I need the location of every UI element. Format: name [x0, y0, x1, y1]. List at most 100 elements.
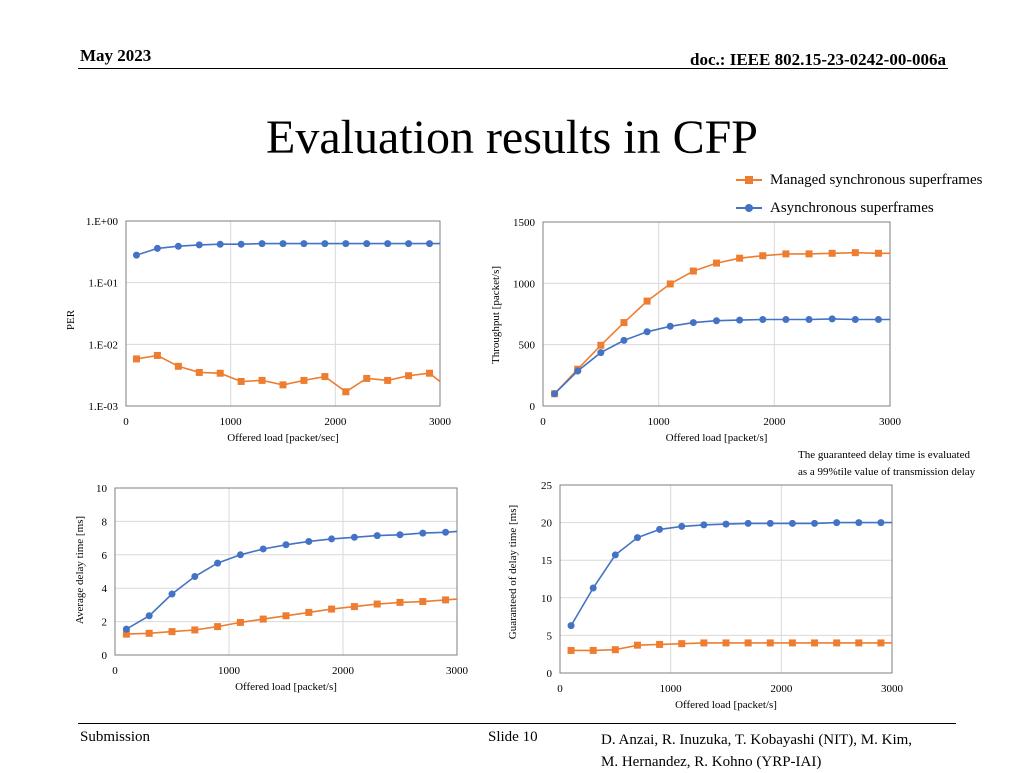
data-point-async [174, 242, 182, 250]
series-line-async [570, 521, 892, 627]
legend-item-async: Asynchronous superframes [736, 194, 982, 222]
y-tick-label: 15 [541, 555, 553, 567]
data-point-async [300, 240, 308, 248]
data-point-managed [321, 373, 329, 381]
data-point-async [851, 316, 859, 324]
series-line-managed [136, 354, 440, 393]
series-line-managed [571, 642, 892, 652]
data-point-managed [782, 250, 790, 258]
data-point-async [597, 349, 605, 357]
data-point-async [405, 240, 413, 248]
x-tick-label: 3000 [429, 416, 452, 428]
legend-label-managed: Managed synchronous superframes [770, 171, 983, 188]
data-point-managed [666, 280, 674, 288]
data-point-async [855, 519, 863, 527]
data-point-managed [805, 250, 813, 258]
data-point-async [442, 528, 450, 536]
data-point-async [426, 240, 434, 248]
delay-note-line2: as a 99%tile value of transmission delay [798, 466, 976, 478]
plot-area [125, 220, 441, 407]
legend-marker-managed [736, 176, 762, 184]
data-point-async [811, 519, 819, 527]
series-line-async [125, 530, 457, 630]
data-point-managed [384, 376, 392, 384]
data-point-managed [195, 368, 203, 376]
data-point-async [805, 316, 813, 324]
data-point-async [237, 240, 245, 248]
data-point-async [132, 251, 140, 259]
x-tick-label: 0 [557, 683, 563, 695]
data-point-managed [678, 640, 686, 648]
data-point-async [689, 319, 697, 327]
data-point-managed [689, 267, 697, 275]
data-point-managed [811, 639, 819, 647]
x-axis-label: Offered load [packet/s] [675, 699, 777, 711]
data-point-managed [788, 639, 796, 647]
data-point-async [744, 519, 752, 527]
data-point-async [373, 532, 381, 540]
data-point-async [258, 240, 266, 248]
y-tick-label: 10 [541, 593, 553, 605]
data-point-async [236, 551, 244, 559]
data-point-managed [305, 608, 313, 616]
data-point-managed [643, 297, 651, 305]
data-point-async [396, 531, 404, 539]
footer-authors: D. Anzai, R. Inuzuka, T. Kobayashi (NIT)… [601, 729, 912, 773]
x-tick-label: 1000 [660, 683, 683, 695]
data-point-managed [279, 381, 287, 389]
y-tick-label: 8 [102, 516, 108, 528]
footer-rule [78, 723, 956, 724]
data-point-managed [145, 629, 153, 637]
y-tick-label: 1500 [513, 217, 536, 229]
x-tick-label: 2000 [770, 683, 793, 695]
data-point-async [216, 240, 224, 248]
data-point-managed [656, 640, 664, 648]
data-point-async [363, 240, 371, 248]
y-tick-label: 1.E-02 [88, 339, 118, 351]
data-point-async [611, 551, 619, 559]
data-point-managed [214, 623, 222, 631]
x-tick-label: 0 [123, 416, 129, 428]
data-point-async [567, 622, 575, 630]
y-tick-label: 6 [102, 550, 108, 562]
data-point-managed [168, 628, 176, 636]
data-point-async [122, 625, 130, 633]
legend-marker-async [736, 204, 762, 212]
y-tick-label: 500 [519, 340, 536, 352]
x-axis-label: Offered load [packet/sec] [227, 432, 339, 444]
y-tick-label: 1.E-03 [88, 401, 118, 413]
data-point-async [700, 521, 708, 529]
data-point-async [153, 244, 161, 252]
plot-area [542, 221, 891, 407]
y-tick-label: 5 [547, 630, 553, 642]
x-tick-label: 1000 [648, 416, 671, 428]
header-rule [78, 68, 948, 69]
x-axis-label: Offered load [packet/s] [235, 681, 337, 693]
x-tick-label: 2000 [763, 416, 786, 428]
data-point-async [350, 533, 358, 541]
data-point-async [656, 525, 664, 533]
data-point-managed [744, 639, 752, 647]
y-tick-label: 0 [530, 401, 536, 413]
y-axis-label: Throughput [packet/s] [490, 266, 502, 364]
data-point-async [282, 541, 290, 549]
data-point-managed [874, 249, 882, 257]
data-point-managed [236, 618, 244, 626]
plot-area [114, 487, 458, 656]
x-tick-label: 2000 [324, 416, 347, 428]
data-point-managed [282, 612, 290, 620]
data-point-async [877, 519, 885, 527]
y-tick-label: 0 [547, 668, 553, 680]
data-point-async [145, 612, 153, 620]
x-axis-label: Offered load [packet/s] [666, 432, 768, 444]
x-tick-label: 0 [112, 665, 118, 677]
y-axis-label: Guaranteed of delay time [ms] [507, 505, 519, 639]
data-point-async [759, 316, 767, 324]
data-point-managed [828, 249, 836, 257]
data-point-async [384, 240, 392, 248]
data-point-async [633, 534, 641, 542]
data-point-managed [567, 646, 575, 654]
data-point-async [195, 241, 203, 249]
